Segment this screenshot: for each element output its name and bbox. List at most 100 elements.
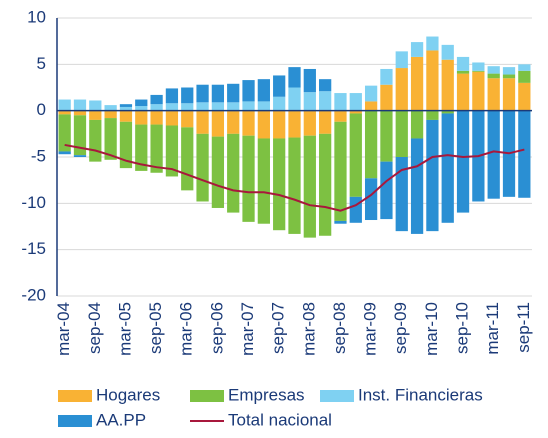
y-tick-label: 5	[37, 54, 46, 73]
bar-segment	[73, 115, 87, 156]
legend-swatch	[190, 390, 224, 402]
x-tick-label: mar-11	[483, 302, 502, 355]
x-tick-label: sep-10	[453, 302, 472, 354]
x-tick-label: mar-05	[115, 302, 134, 356]
bar-segment	[150, 110, 163, 125]
bar-segment	[410, 110, 424, 139]
bar-segment	[165, 110, 179, 126]
x-tick-label: mar-10	[422, 302, 441, 356]
bar-segment	[242, 110, 255, 136]
bar-segment	[410, 138, 424, 234]
bar-segment	[456, 110, 470, 213]
bar-segment	[518, 110, 531, 198]
x-tick-label: mar-04	[54, 302, 73, 356]
bar-segment	[227, 83, 240, 103]
bar-segment	[319, 133, 332, 236]
bar-segment	[165, 125, 179, 177]
bar-segment	[487, 110, 500, 199]
bar-segment	[257, 101, 270, 111]
bar-segment	[303, 92, 316, 111]
bar-segment	[349, 93, 362, 111]
bar-segment	[319, 91, 332, 111]
bar-segment	[456, 73, 470, 111]
bar-segment	[364, 178, 378, 221]
bar-segment	[119, 121, 133, 169]
bar-segment	[150, 124, 163, 173]
bar-segment	[58, 114, 71, 152]
bar-segment	[135, 110, 148, 125]
bar-segment	[288, 67, 301, 88]
bar-segment	[426, 36, 439, 51]
bar-segment	[502, 67, 516, 75]
bar-segment	[104, 105, 117, 111]
legend-label: AA.PP	[96, 410, 146, 429]
bar-segment	[410, 42, 424, 57]
bar-segment	[227, 102, 240, 111]
legend-swatch	[320, 390, 354, 402]
bar-segment	[426, 50, 439, 111]
bar-segment	[119, 110, 133, 122]
bar-segment	[58, 151, 71, 155]
x-tick-label: sep-09	[391, 302, 410, 354]
bar-segment	[211, 84, 225, 103]
bar-segment	[181, 103, 194, 111]
bar-segment	[349, 110, 362, 114]
bar-segment	[364, 85, 378, 102]
bar-segment	[380, 161, 393, 220]
bar-segment	[364, 101, 378, 111]
bar-segment	[518, 70, 531, 83]
bar-segment	[502, 74, 516, 79]
bar-segment	[89, 110, 102, 120]
bar-segment	[456, 70, 470, 74]
bar-segment	[211, 102, 225, 111]
bar-segment	[196, 133, 209, 202]
y-tick-label: -15	[21, 239, 46, 258]
bar-segment	[487, 73, 500, 79]
bar-segment	[426, 119, 439, 232]
bar-segment	[441, 44, 454, 60]
bar-segment	[441, 59, 454, 111]
bar-segment	[334, 110, 347, 122]
bar-segment	[380, 84, 393, 111]
y-tick-label: 0	[37, 100, 46, 119]
bar-segment	[487, 78, 500, 111]
legend-swatch	[58, 390, 92, 402]
legend-label: Hogares	[96, 385, 160, 404]
legend-label: Total nacional	[228, 410, 332, 429]
bar-segment	[472, 70, 485, 72]
bar-segment	[273, 75, 286, 97]
x-tick-label: mar-07	[238, 302, 257, 356]
legend-swatch	[58, 415, 92, 427]
bar-segment	[135, 106, 148, 111]
bar-segment	[135, 124, 148, 171]
bar-segment	[135, 99, 148, 107]
bar-segment	[334, 93, 347, 111]
bar-segment	[257, 110, 270, 139]
bar-segment	[426, 110, 439, 120]
bar-segment	[150, 94, 163, 105]
bar-segment	[165, 88, 179, 104]
bar-segment	[303, 110, 316, 136]
bar-segment	[319, 110, 332, 134]
x-tick-label: sep-04	[85, 302, 104, 354]
bar-segment	[257, 79, 270, 102]
bar-segment	[211, 110, 225, 137]
y-tick-label: -5	[31, 146, 46, 165]
bar-segment	[288, 137, 301, 234]
x-tick-label: sep-11	[514, 302, 533, 353]
bar-segment	[395, 68, 408, 111]
bar-segment	[196, 110, 209, 134]
bar-segment	[456, 56, 470, 71]
bar-segment	[303, 135, 316, 238]
bar-segment	[288, 110, 301, 138]
x-tick-label: sep-08	[330, 302, 349, 354]
y-tick-label: -10	[21, 193, 46, 212]
bar-segment	[441, 110, 454, 114]
x-tick-label: sep-05	[146, 302, 165, 354]
legend-label: Empresas	[228, 385, 305, 404]
bar-segment	[518, 64, 531, 71]
bar-segment	[472, 71, 485, 111]
bar-segment	[273, 110, 286, 139]
bar-segment	[441, 113, 454, 223]
bar-segment	[395, 51, 408, 69]
